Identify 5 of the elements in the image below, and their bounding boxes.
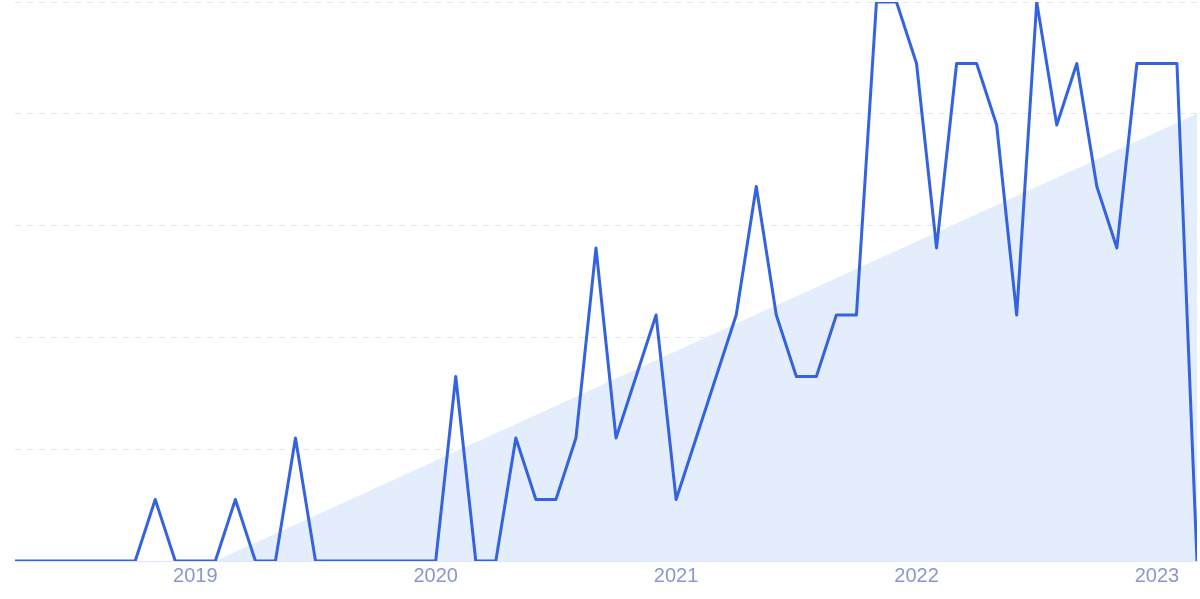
x-tick-label: 2023: [1134, 563, 1180, 586]
x-tick-label: 2021: [653, 563, 699, 586]
x-tick-label: 2019: [173, 563, 218, 586]
x-tick-label: 2020: [413, 563, 458, 586]
x-tick-label: 2022: [894, 563, 939, 586]
